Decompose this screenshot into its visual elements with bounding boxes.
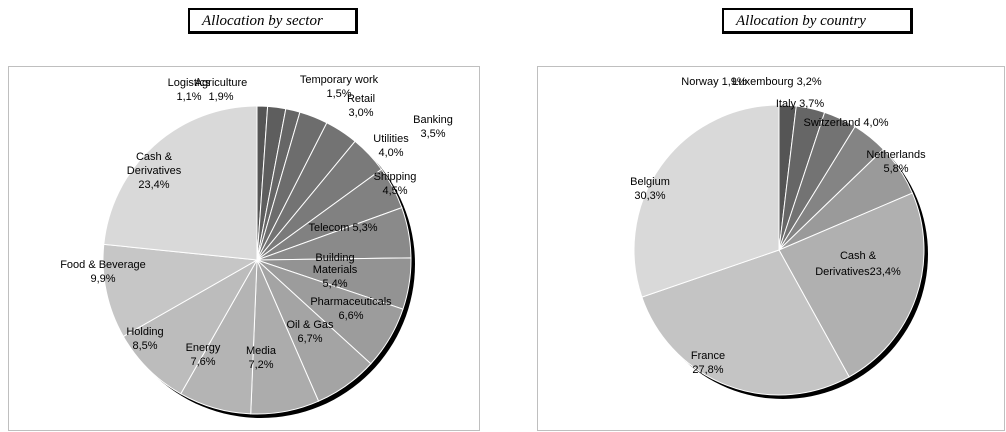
country-label-netherlands: Netherlands 5,8% xyxy=(866,149,926,175)
sector-label-oil-and-gas: Oil & Gas 6,7% xyxy=(286,319,334,345)
country-label-norway: Norway 1,9% xyxy=(681,76,747,88)
sector-slice-cash-and-derivatives xyxy=(103,105,258,261)
sector-label-holding: Holding 8,5% xyxy=(126,326,163,352)
sector-chart-area: Logistics 1,1% Agriculture 1,9% Temporary wo… xyxy=(8,66,480,431)
sector-label-food-and-beverage: Food & Beverage 9,9% xyxy=(60,259,146,285)
sector-label-telecom: Telecom 5,3% xyxy=(308,222,377,234)
country-label-france: France 27,8% xyxy=(691,350,725,376)
sector-label-retail: Retail 3,0% xyxy=(347,93,375,119)
country-pie-chart: Norway 1,9%Luxembourg 3,2% Italy 3,7% Swit… xyxy=(630,76,928,399)
sector-label-cash-and-derivatives: Cash & Derivatives 23,4% xyxy=(127,151,182,191)
country-label-cash-and-derivatives: Cash & Derivatives23,4% xyxy=(815,250,901,278)
sector-label-banking: Banking 3,5% xyxy=(413,114,453,140)
country-slice-cash-and-derivatives xyxy=(778,192,925,378)
sector-label-pharmaceuticals: Pharmaceuticals 6,6% xyxy=(310,296,392,322)
country-slice-france xyxy=(641,249,850,396)
sector-label-energy: Energy 7,6% xyxy=(186,342,221,368)
country-label-switzerland: Switzerland 4,0% xyxy=(804,117,889,129)
sector-label-media: Media 7,2% xyxy=(246,345,277,371)
country-chart-title: Allocation by country xyxy=(722,8,913,34)
sector-label-building-materials: Building Materials 5,4% xyxy=(313,252,358,290)
country-label-italy: Italy 3,7% xyxy=(776,98,825,110)
sector-label-logistics: Logistics 1,1% xyxy=(168,77,211,103)
sector-label-shipping: Shipping 4,5% xyxy=(374,171,417,197)
country-label-belgium: Belgium 30,3% xyxy=(630,176,670,202)
country-slice-belgium xyxy=(633,104,780,298)
sector-slice-food-and-beverage xyxy=(102,243,259,338)
sector-chart-title: Allocation by sector xyxy=(188,8,358,34)
sector-label-agriculture: Agriculture 1,9% xyxy=(195,77,248,103)
sector-pie-chart: Logistics 1,1%Agriculture 1,9% Temporary wo… xyxy=(60,74,453,418)
country-chart-area: Norway 1,9% Luxembourg 3,2% Italy 3,7% Swit… xyxy=(537,66,1005,431)
country-label-luxembourg: Luxembourg 3,2% xyxy=(732,76,821,88)
sector-label-utilities: Utilities 4,0% xyxy=(373,133,409,159)
sector-label-temporary-work: Temporary work 1,5% xyxy=(300,74,379,100)
